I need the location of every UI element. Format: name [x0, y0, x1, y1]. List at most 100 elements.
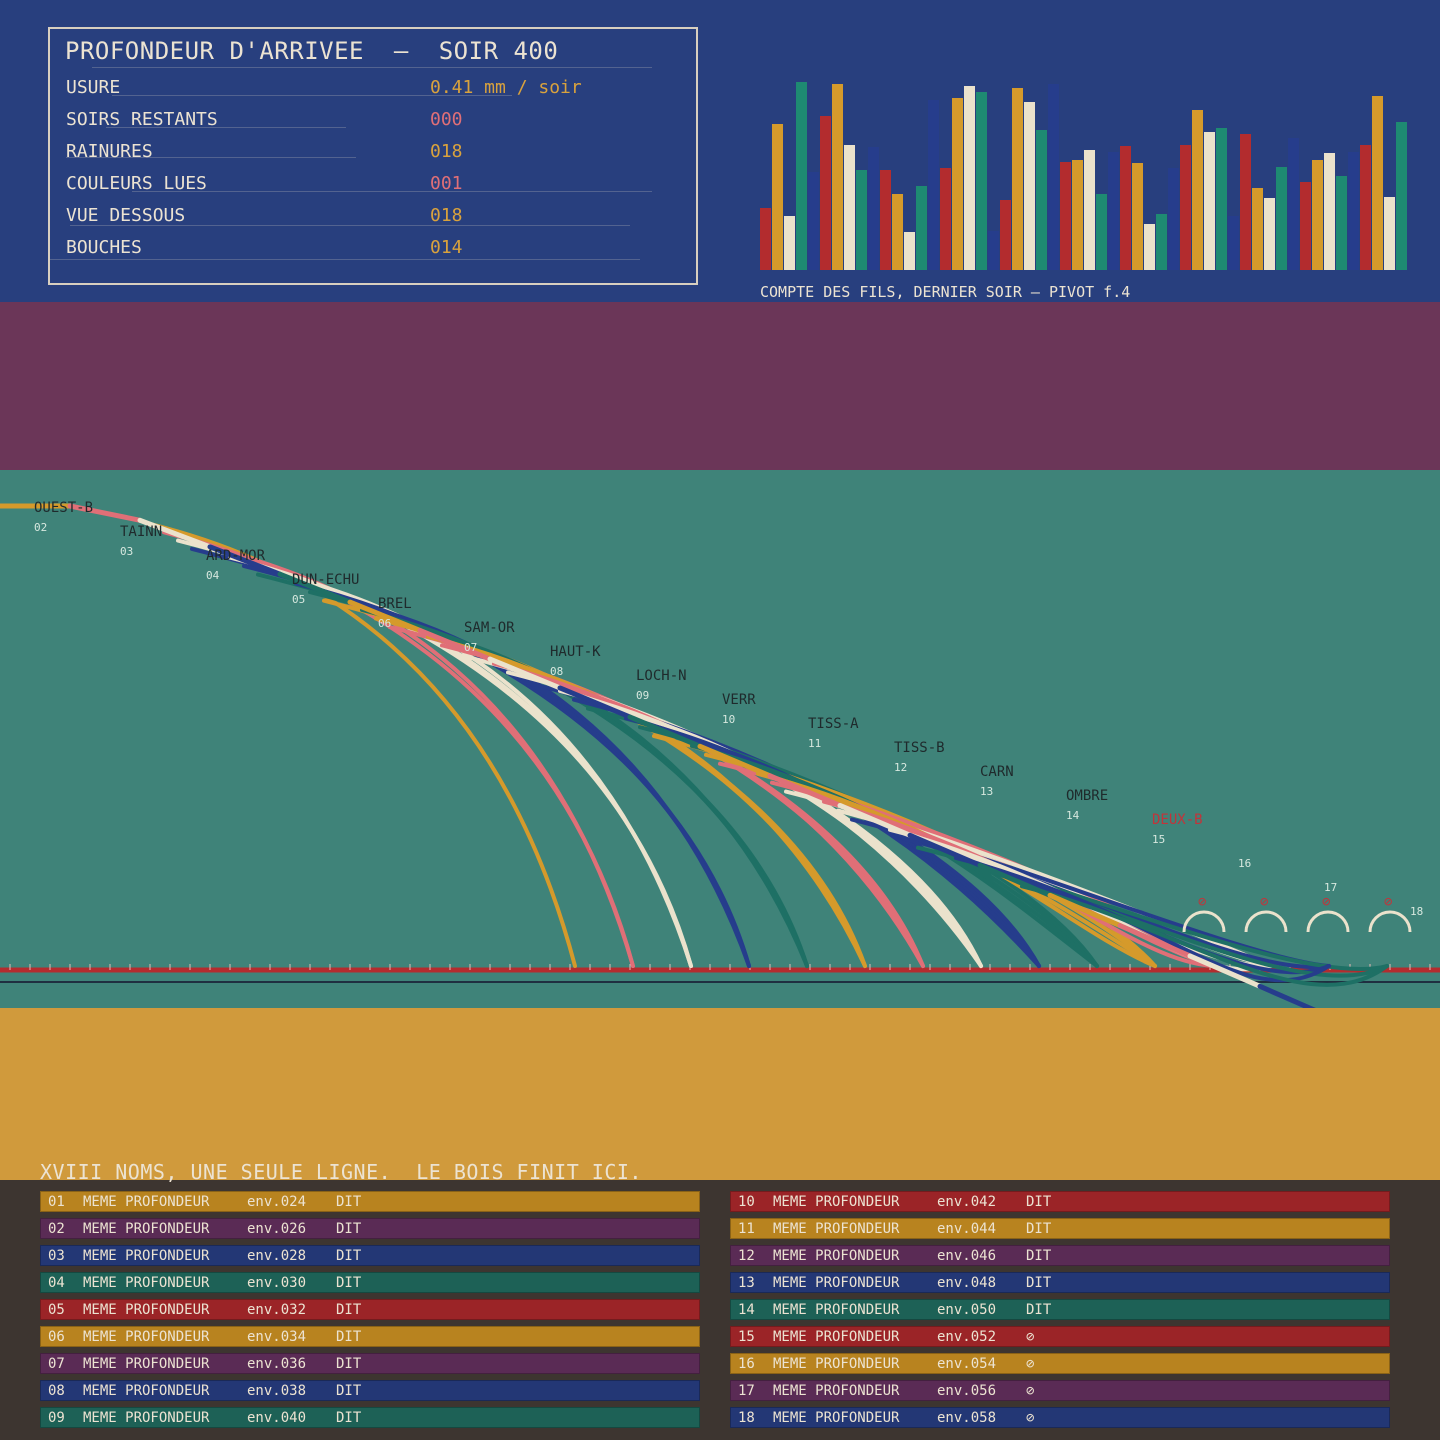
stat-label: VUE DESSOUS [66, 205, 186, 226]
mouth-symbol: ⊘ [1260, 894, 1269, 910]
row-env: env.040 [247, 1410, 307, 1426]
row-label: MEME PROFONDEUR [83, 1248, 210, 1264]
list-item: 10 MEME PROFONDEUR env.042 DIT [730, 1191, 1390, 1212]
bar [1168, 168, 1179, 270]
ridge-segment [837, 802, 913, 838]
river-strand [544, 680, 925, 968]
panel-rule [66, 157, 356, 158]
river-strand [1020, 884, 1389, 987]
row-env: env.030 [247, 1275, 307, 1291]
ridge-segment [1117, 923, 1193, 959]
stat-label: SOIRS RESTANTS [66, 109, 218, 130]
row-status: DIT [336, 1356, 362, 1372]
bar [964, 86, 975, 270]
row-env: env.052 [937, 1329, 997, 1345]
tributary-number: 18 [1410, 905, 1423, 918]
river-strand [360, 607, 809, 968]
list-item: 04 MEME PROFONDEUR env.030 DIT [40, 1272, 700, 1293]
ridge-segment [347, 599, 423, 633]
chart-caption: COMPTE DES FILS, DERNIER SOIR — PIVOT f.… [760, 283, 1131, 301]
tributary-number: 12 [894, 761, 907, 774]
tributary-number: 11 [808, 737, 821, 750]
list-item: 17 MEME PROFONDEUR env.056 ⊘ [730, 1380, 1390, 1401]
river-strand [280, 573, 693, 968]
row-label: MEME PROFONDEUR [773, 1302, 900, 1318]
bar [784, 216, 795, 270]
row-number: 15 [738, 1329, 755, 1345]
river-strand [426, 634, 867, 968]
stat-value: 014 [430, 237, 463, 258]
bar [1060, 162, 1071, 270]
tributary-name: BREL [378, 596, 412, 612]
list-item: 01 MEME PROFONDEUR env.024 DIT [40, 1191, 700, 1212]
tributary-name: VERR [722, 692, 756, 708]
stat-row: USURE 0.41 mm / soir [66, 77, 666, 101]
list-item: 05 MEME PROFONDEUR env.032 DIT [40, 1299, 700, 1320]
row-env: env.032 [247, 1302, 307, 1318]
tributary-name: OMBRE [1066, 788, 1108, 804]
bar [1312, 160, 1323, 270]
bar [1132, 163, 1143, 270]
row-status: ⊘ [1026, 1356, 1035, 1372]
list-item: 09 MEME PROFONDEUR env.040 DIT [40, 1407, 700, 1428]
row-status: DIT [1026, 1194, 1052, 1210]
row-number: 08 [48, 1383, 65, 1399]
row-label: MEME PROFONDEUR [83, 1383, 210, 1399]
stat-value: 018 [430, 141, 463, 162]
row-env: env.024 [247, 1194, 307, 1210]
row-number: 05 [48, 1302, 65, 1318]
row-status: DIT [1026, 1302, 1052, 1318]
mouth-arch [1368, 910, 1412, 933]
bar [1120, 146, 1131, 270]
stat-label: USURE [66, 77, 121, 98]
mouth-arch [1182, 910, 1226, 933]
row-status: DIT [336, 1248, 362, 1264]
bar [1336, 176, 1347, 270]
list-item: 03 MEME PROFONDEUR env.028 DIT [40, 1245, 700, 1266]
tributary-number: 07 [464, 641, 477, 654]
ridge-segment [137, 517, 213, 550]
bar [1324, 153, 1335, 270]
list-item: 12 MEME PROFONDEUR env.046 DIT [730, 1245, 1390, 1266]
tributary-number: 16 [1238, 857, 1251, 870]
bar [1144, 224, 1155, 270]
stat-label: BOUCHES [66, 237, 142, 258]
row-env: env.042 [937, 1194, 997, 1210]
row-label: MEME PROFONDEUR [773, 1248, 900, 1264]
row-number: 07 [48, 1356, 65, 1372]
tributary-number: 10 [722, 713, 735, 726]
panel-rule [50, 259, 640, 260]
row-number: 03 [48, 1248, 65, 1264]
list-item: 06 MEME PROFONDEUR env.034 DIT [40, 1326, 700, 1347]
row-status: DIT [336, 1221, 362, 1237]
bar [1012, 88, 1023, 270]
ochre-band [0, 1008, 1440, 1180]
bar [1204, 132, 1215, 270]
ridge-segment [207, 544, 283, 577]
bar [1156, 214, 1167, 270]
row-status: DIT [1026, 1248, 1052, 1264]
ridge-segment [1047, 892, 1123, 929]
bar [772, 124, 783, 270]
bar [1384, 197, 1395, 270]
row-status: DIT [336, 1410, 362, 1426]
stat-value: 0.41 mm / soir [430, 77, 582, 98]
tributary-number: 04 [206, 569, 220, 582]
bar [1216, 128, 1227, 270]
bar [904, 232, 915, 270]
bar [808, 172, 819, 270]
panel-rule [132, 191, 652, 192]
row-status: DIT [1026, 1275, 1052, 1291]
stat-label: RAINURES [66, 141, 153, 162]
list-item: 13 MEME PROFONDEUR env.048 DIT [730, 1272, 1390, 1293]
tributary-number: 08 [550, 665, 563, 678]
row-number: 02 [48, 1221, 65, 1237]
river-strand [1006, 875, 1331, 983]
tributary-name: CARN [980, 764, 1014, 780]
bar [844, 145, 855, 270]
row-label: MEME PROFONDEUR [83, 1194, 210, 1210]
row-env: env.054 [937, 1356, 997, 1372]
tributary-name: TISS-A [808, 716, 859, 732]
list-item: 15 MEME PROFONDEUR env.052 ⊘ [730, 1326, 1390, 1347]
tributary-number: 06 [378, 617, 391, 630]
